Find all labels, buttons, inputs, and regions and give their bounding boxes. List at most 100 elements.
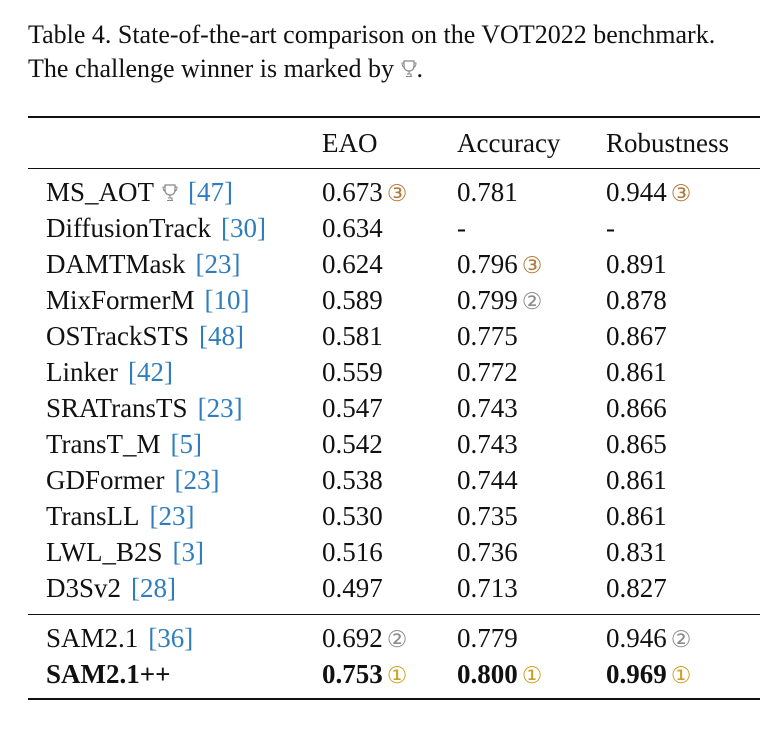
method-cell: GDFormer [23] xyxy=(46,462,219,498)
rank-badge: ③ xyxy=(670,181,692,206)
header-robustness: Robustness xyxy=(606,128,730,158)
accuracy-value-cell: 0.800 ① xyxy=(457,656,542,694)
eao-value-cell: 0.673 ③ xyxy=(322,174,407,212)
citation-link[interactable]: [30] xyxy=(221,213,266,243)
eao-value: 0.624 xyxy=(322,249,383,279)
citation-link[interactable]: [48] xyxy=(199,321,245,351)
robustness-value-cell: 0.891 xyxy=(606,246,667,282)
citation-link[interactable]: [28] xyxy=(131,573,176,603)
table-row: OSTrackSTS [48] 0.581 0.775 0.867 xyxy=(28,318,760,354)
robustness-value-cell: 0.827 xyxy=(606,570,667,606)
robustness-value-cell: 0.866 xyxy=(606,390,667,426)
citation-link[interactable]: [23] xyxy=(149,501,195,531)
table-caption: Table 4. State-of-the-art comparison on … xyxy=(28,18,768,86)
robustness-value: 0.969 xyxy=(606,659,667,689)
method-name: DAMTMask xyxy=(46,249,186,279)
eao-value: 0.538 xyxy=(322,465,383,495)
rank-badge: ② xyxy=(521,289,543,314)
top-rule xyxy=(28,116,760,118)
robustness-value-cell: 0.861 xyxy=(606,498,667,534)
eao-value-cell: 0.547 xyxy=(322,390,383,426)
method-cell: TransT_M [5] xyxy=(46,426,202,462)
method-name: MixFormerM xyxy=(46,285,195,315)
method-cell: MS_AOT [47] xyxy=(46,174,233,210)
caption-line-2-end: . xyxy=(416,54,424,83)
trophy-icon xyxy=(162,184,178,202)
eao-value-cell: 0.516 xyxy=(322,534,383,570)
accuracy-value: 0.775 xyxy=(457,321,518,351)
table-row: GDFormer [23] 0.538 0.744 0.861 xyxy=(28,462,760,498)
robustness-value-cell: 0.969 ① xyxy=(606,656,691,694)
table-row: TransT_M [5] 0.542 0.743 0.865 xyxy=(28,426,760,462)
eao-value: 0.547 xyxy=(322,393,383,423)
rank-badge: ③ xyxy=(521,253,543,278)
rank-badge: ① xyxy=(521,663,543,688)
eao-value: 0.753 xyxy=(322,659,383,689)
accuracy-value-cell: 0.713 xyxy=(457,570,518,606)
robustness-value: 0.827 xyxy=(606,573,667,603)
accuracy-value: 0.744 xyxy=(457,465,518,495)
citation-link[interactable]: [42] xyxy=(127,357,173,387)
citation-link[interactable]: [36] xyxy=(148,623,194,653)
method-cell: TransLL [23] xyxy=(46,498,195,534)
method-name: SAM2.1 xyxy=(46,623,139,653)
robustness-value-cell: 0.831 xyxy=(606,534,667,570)
table-row: MS_AOT [47] 0.673 ③ 0.781 0.944 ③ xyxy=(28,174,760,210)
rank-badge: ① xyxy=(386,663,408,688)
citation-link[interactable]: [10] xyxy=(204,285,250,315)
eao-value: 0.634 xyxy=(322,213,383,243)
accuracy-value: 0.743 xyxy=(457,429,518,459)
robustness-value: 0.891 xyxy=(606,249,667,279)
method-cell: OSTrackSTS [48] xyxy=(46,318,244,354)
robustness-value-cell: 0.878 xyxy=(606,282,667,318)
accuracy-value-cell: 0.775 xyxy=(457,318,518,354)
table-row: DAMTMask [23] 0.624 0.796 ③ 0.891 xyxy=(28,246,760,282)
table-row: LWL_B2S [3] 0.516 0.736 0.831 xyxy=(28,534,760,570)
citation-link[interactable]: [23] xyxy=(197,393,243,423)
header-accuracy: Accuracy xyxy=(457,128,561,158)
method-name: D3Sv2 xyxy=(46,573,122,603)
table-row: SRATransTS [23] 0.547 0.743 0.866 xyxy=(28,390,760,426)
citation-link[interactable]: [23] xyxy=(174,465,220,495)
accuracy-value-cell: 0.743 xyxy=(457,426,518,462)
accuracy-value: 0.800 xyxy=(457,659,518,689)
accuracy-value: 0.796 xyxy=(457,249,518,279)
method-name: SAM2.1++ xyxy=(46,659,171,689)
table-row: DiffusionTrack [30] 0.634 - - xyxy=(28,210,760,246)
robustness-value-cell: 0.865 xyxy=(606,426,667,462)
citation-link[interactable]: [5] xyxy=(170,429,203,459)
method-cell: DAMTMask [23] xyxy=(46,246,240,282)
method-cell: LWL_B2S [3] xyxy=(46,534,204,570)
method-name: TransT_M xyxy=(46,429,161,459)
accuracy-value-cell: 0.799 ② xyxy=(457,282,542,320)
method-cell: SAM2.1++ xyxy=(46,656,171,692)
robustness-value-cell: 0.861 xyxy=(606,462,667,498)
robustness-value: 0.866 xyxy=(606,393,667,423)
table-row: D3Sv2 [28] 0.497 0.713 0.827 xyxy=(28,570,760,606)
robustness-value-cell: 0.867 xyxy=(606,318,667,354)
robustness-value: 0.861 xyxy=(606,501,667,531)
method-cell: Linker [42] xyxy=(46,354,173,390)
citation-link[interactable]: [3] xyxy=(172,537,204,567)
method-name: Linker xyxy=(46,357,118,387)
rank-badge: ② xyxy=(670,627,692,652)
table-row: SAM2.1 [36] 0.692 ② 0.779 0.946 ② xyxy=(28,620,760,656)
eao-value: 0.497 xyxy=(322,573,383,603)
accuracy-value: 0.743 xyxy=(457,393,518,423)
accuracy-value: 0.735 xyxy=(457,501,518,531)
table-row: TransLL [23] 0.530 0.735 0.861 xyxy=(28,498,760,534)
method-cell: MixFormerM [10] xyxy=(46,282,249,318)
eao-value-cell: 0.538 xyxy=(322,462,383,498)
eao-value-cell: 0.634 xyxy=(322,210,383,246)
robustness-value: 0.865 xyxy=(606,429,667,459)
eao-value-cell: 0.530 xyxy=(322,498,383,534)
robustness-value: - xyxy=(606,213,615,243)
eao-value-cell: 0.589 xyxy=(322,282,383,318)
accuracy-value: 0.736 xyxy=(457,537,518,567)
method-name: LWL_B2S xyxy=(46,537,163,567)
citation-link[interactable]: [23] xyxy=(195,249,241,279)
header-rule xyxy=(28,168,760,169)
accuracy-value: 0.781 xyxy=(457,177,518,207)
citation-link[interactable]: [47] xyxy=(188,177,233,207)
eao-value: 0.516 xyxy=(322,537,383,567)
